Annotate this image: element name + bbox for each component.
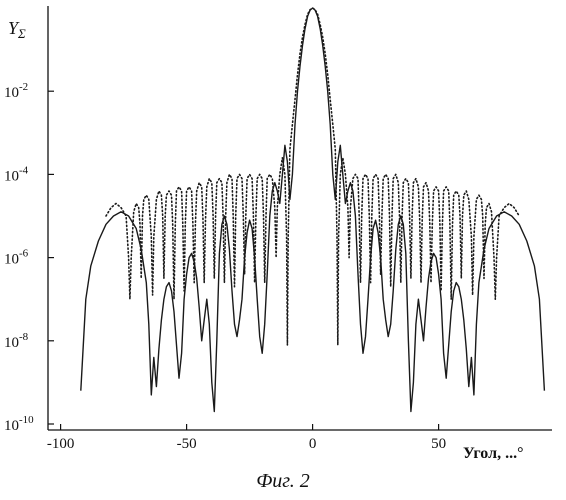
y-tick-label: 10-8 xyxy=(4,331,29,351)
y-tick-label: 10-2 xyxy=(4,81,28,101)
dotted-series-line xyxy=(106,8,519,345)
x-axis-label: Угол, ...° xyxy=(463,445,523,462)
figure-caption: Фиг. 2 xyxy=(0,470,566,493)
solid-series-line xyxy=(81,8,545,412)
x-tick-label: 50 xyxy=(431,436,446,452)
y-axis-label: YΣ xyxy=(8,18,26,41)
x-tick-label: -50 xyxy=(177,436,197,452)
y-tick-label: 10-4 xyxy=(4,164,29,184)
radiation-pattern-chart: 10-2 10-4 10-6 10-8 10-10 -100 -50 0 50 YΣ Угол,… xyxy=(0,0,566,470)
y-tick-label: 10-10 xyxy=(4,414,34,434)
x-tick-label: 0 xyxy=(309,436,317,452)
chart-series xyxy=(81,8,545,412)
y-axis-label-subscript: Σ xyxy=(17,26,26,41)
y-tick-label: 10-6 xyxy=(4,248,29,268)
x-tick-label: -100 xyxy=(47,436,75,452)
